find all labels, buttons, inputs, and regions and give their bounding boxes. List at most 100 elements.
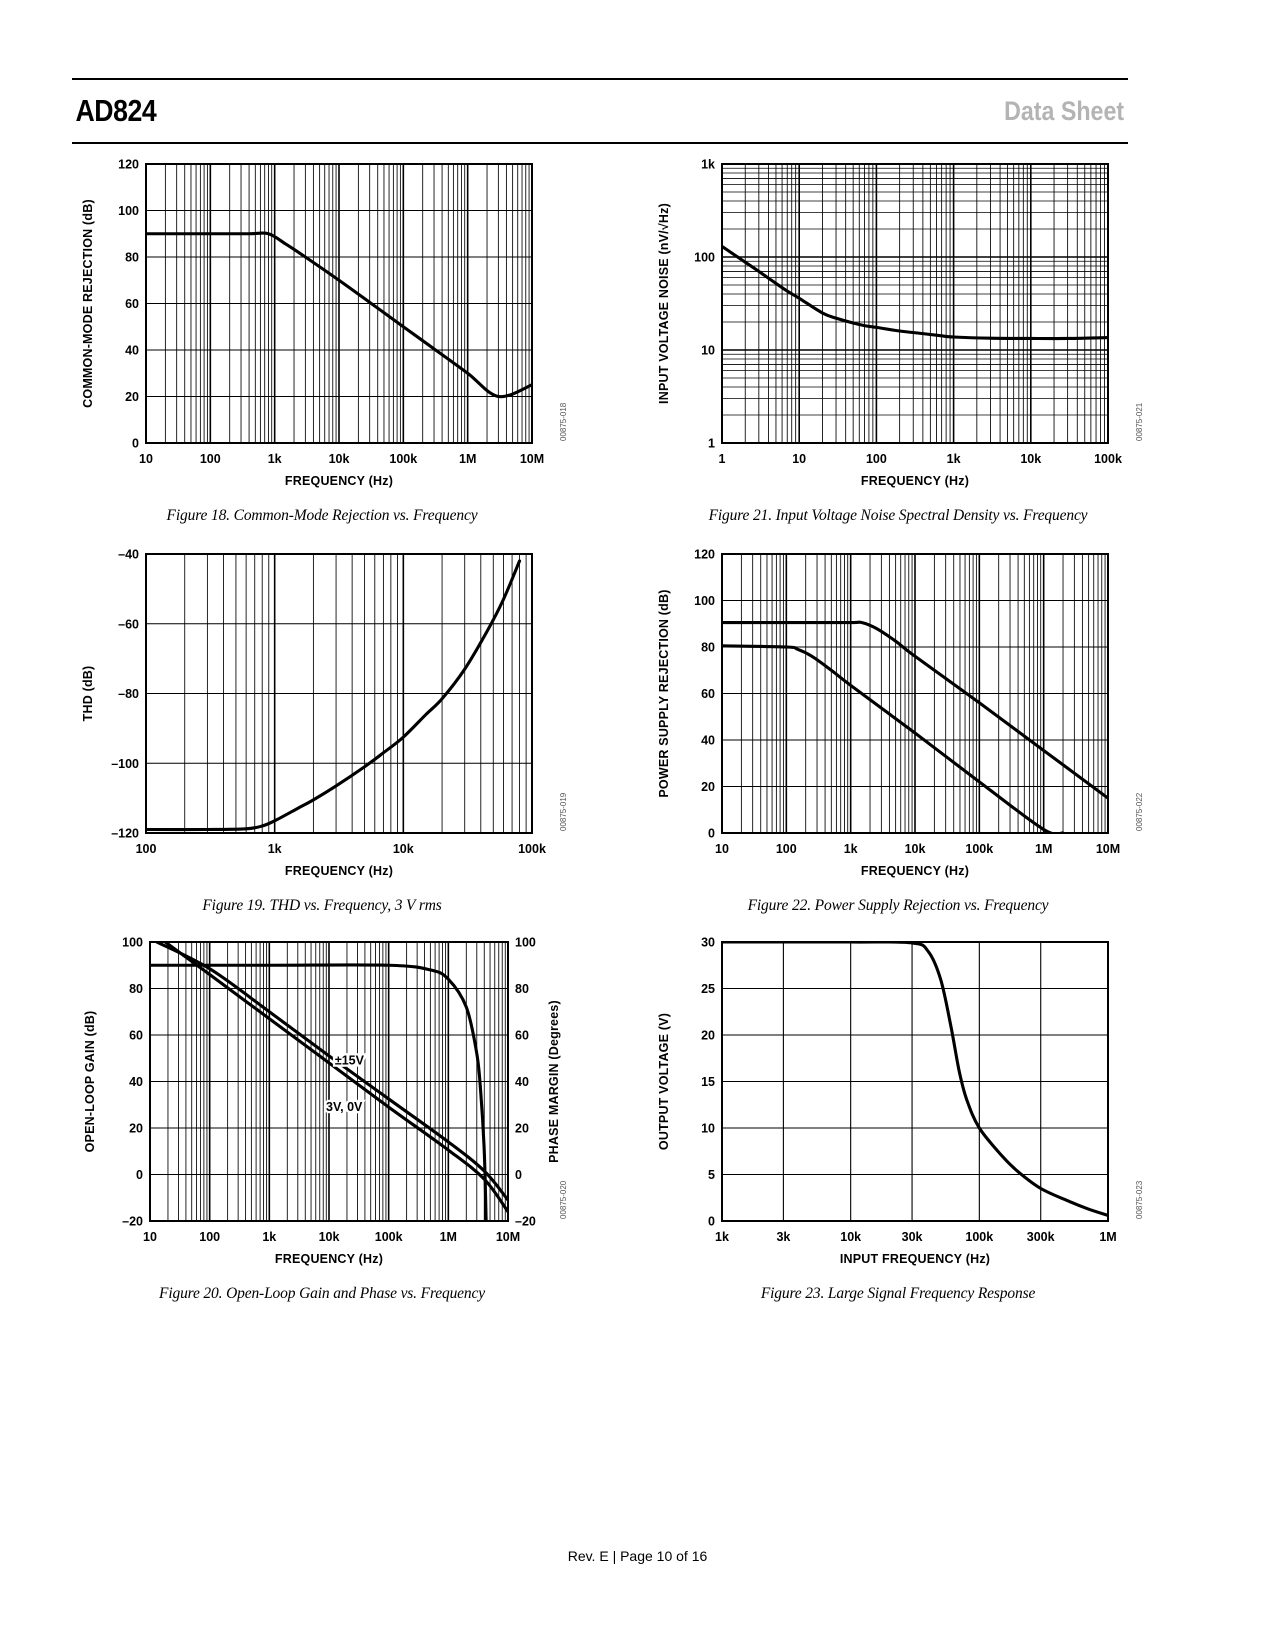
chart-svg: 0 5 10 15 20 25 30 1k 3k 10k 30k 100k 300k 1M INPUT FR… [657, 936, 1144, 1267]
x-axis-title: FREQUENCY (Hz) [285, 864, 393, 878]
figure-23: 0 5 10 15 20 25 30 1k 3k 10k 30k 100k 300k 1M INPUT FR… [648, 928, 1148, 1303]
figure-22: 0 20 40 60 80 100 120 10 100 1k 10k 100k 1M 10M FREQUE… [648, 540, 1148, 915]
data-series-line [146, 231, 532, 399]
x-axis-tick-label: 1k [268, 842, 282, 856]
y-axis-tick-label: 0 [136, 1168, 143, 1182]
x-axis-title: INPUT FREQUENCY (Hz) [840, 1252, 990, 1266]
x-axis-tick-label: 10k [319, 1230, 340, 1244]
x-axis-tick-label: 100k [518, 842, 546, 856]
right-y-axis-tick-label: –20 [515, 1215, 536, 1229]
x-axis-tick-label: 10 [143, 1230, 157, 1244]
y-axis-tick-label: 20 [701, 780, 715, 794]
series-annotation-halo: 3V, 0V [326, 1100, 363, 1114]
x-axis-tick-label: 1k [947, 452, 961, 466]
x-axis-tick-label: 100 [200, 452, 221, 466]
x-axis-tick-label: 1M [440, 1230, 457, 1244]
figure-21: 1 10 100 1k 1 10 100 1k 10k 100k FREQUENCY (Hz) INP… [648, 150, 1148, 525]
figure-id-code: 00875-020 [559, 1180, 568, 1219]
y-axis-tick-label: 100 [122, 936, 143, 950]
y-axis-tick-label: –20 [122, 1215, 143, 1229]
data-series-line [146, 559, 522, 832]
figure-caption: Figure 18. Common-Mode Rejection vs. Fre… [166, 507, 478, 524]
data-series-line [150, 963, 488, 1221]
x-axis-tick-label: 10k [329, 452, 350, 466]
figure-caption: Figure 22. Power Supply Rejection vs. Fr… [747, 897, 1049, 914]
y-axis-title: THD (dB) [81, 666, 95, 722]
y-axis-tick-label: 80 [125, 251, 139, 265]
right-y-axis-title: PHASE MARGIN (Degrees) [547, 1000, 561, 1163]
y-axis-tick-label: 10 [701, 344, 715, 358]
x-axis-tick-label: 1k [844, 842, 858, 856]
x-axis-tick-label: 100 [136, 842, 157, 856]
x-axis-tick-label: 100 [199, 1230, 220, 1244]
y-axis-tick-label: 60 [701, 687, 715, 701]
y-axis-title: POWER SUPPLY REJECTION (dB) [657, 589, 671, 797]
x-axis-title: FREQUENCY (Hz) [861, 864, 969, 878]
x-axis-tick-label: 3k [776, 1230, 790, 1244]
y-axis-tick-label: 20 [125, 390, 139, 404]
right-y-axis-tick-label: 40 [515, 1075, 529, 1089]
figure-caption: Figure 23. Large Signal Frequency Respon… [760, 1285, 1036, 1302]
y-axis-tick-label: 1k [701, 158, 715, 172]
x-axis-tick-label: 10 [715, 842, 729, 856]
y-axis-tick-label: 60 [129, 1029, 143, 1043]
x-axis-tick-label: 1k [715, 1230, 729, 1244]
document-type-label: Data Sheet [1004, 95, 1125, 126]
x-axis-tick-label: 100k [375, 1230, 403, 1244]
figure-id-code: 00875-019 [559, 792, 568, 831]
x-axis-tick-label: 300k [1027, 1230, 1055, 1244]
y-axis-tick-label: 40 [125, 344, 139, 358]
x-axis-tick-label: 100k [1094, 452, 1122, 466]
y-axis-tick-label: 10 [701, 1122, 715, 1136]
x-axis-tick-label: 100k [965, 1230, 993, 1244]
chart-svg: 1 10 100 1k 1 10 100 1k 10k 100k FREQUENCY (Hz) INP… [657, 158, 1144, 489]
data-series-line [155, 942, 508, 1202]
series-annotation-halo: ±15V [335, 1054, 365, 1068]
y-axis-tick-label: –100 [111, 757, 139, 771]
page-footer: Rev. E | Page 10 of 16 [567, 1548, 708, 1564]
y-axis-tick-label: 60 [125, 297, 139, 311]
figure-20: –20 0 20 40 60 80 100 –20 0 20 40 60 80 100 10 100 1k 10k… [72, 928, 572, 1303]
chart-svg: 0 20 40 60 80 100 120 10 100 1k 10k 100k 1M 10M FREQUE… [657, 548, 1144, 879]
y-axis-tick-label: 80 [129, 982, 143, 996]
figure-18: 0 20 40 60 80 100 120 10 100 1k 10k 100k 1M 10M FREQUE… [72, 150, 572, 525]
x-axis-tick-label: 10k [840, 1230, 861, 1244]
y-axis-tick-label: 20 [129, 1122, 143, 1136]
y-axis-tick-label: –60 [118, 617, 139, 631]
x-axis-tick-label: 1M [1099, 1230, 1116, 1244]
y-axis-title: OPEN-LOOP GAIN (dB) [83, 1011, 97, 1153]
y-axis-tick-label: 120 [118, 158, 139, 172]
data-series-line [722, 644, 1065, 833]
y-axis-tick-label: 0 [708, 827, 715, 841]
x-axis-tick-label: 30k [902, 1230, 923, 1244]
y-axis-tick-label: 20 [701, 1029, 715, 1043]
figure-caption: Figure 21. Input Voltage Noise Spectral … [708, 507, 1088, 524]
y-axis-tick-label: 0 [708, 1215, 715, 1229]
x-axis-tick-label: 10M [520, 452, 544, 466]
x-axis-tick-label: 10k [393, 842, 414, 856]
figure-19: –120 –100 –80 –60 –40 100 1k 10k 100k FREQUENCY (… [72, 540, 572, 915]
right-y-axis-tick-label: 60 [515, 1029, 529, 1043]
y-axis-tick-label: 30 [701, 936, 715, 950]
data-series-line [163, 942, 508, 1214]
data-series-line [722, 620, 1108, 800]
x-axis-tick-label: 10k [1020, 452, 1041, 466]
x-axis-tick-label: 10M [1096, 842, 1120, 856]
x-axis-tick-label: 10k [905, 842, 926, 856]
x-axis-title: FREQUENCY (Hz) [275, 1252, 383, 1266]
x-axis-tick-label: 100k [965, 842, 993, 856]
y-axis-tick-label: 40 [129, 1075, 143, 1089]
right-y-axis-tick-label: 20 [515, 1122, 529, 1136]
y-axis-tick-label: 0 [132, 437, 139, 451]
right-y-axis-tick-label: 100 [515, 936, 536, 950]
right-y-axis-tick-label: 0 [515, 1168, 522, 1182]
chart-svg: –120 –100 –80 –60 –40 100 1k 10k 100k FREQUENCY (… [81, 548, 568, 879]
y-axis-tick-label: 1 [708, 437, 715, 451]
x-axis-tick-label: 100 [866, 452, 887, 466]
figure-id-code: 00875-018 [559, 402, 568, 441]
figure-id-code: 00875-022 [1135, 792, 1144, 831]
x-axis-tick-label: 1k [268, 452, 282, 466]
figure-caption: Figure 19. THD vs. Frequency, 3 V rms [202, 897, 442, 914]
page-title: AD824 [75, 93, 157, 128]
